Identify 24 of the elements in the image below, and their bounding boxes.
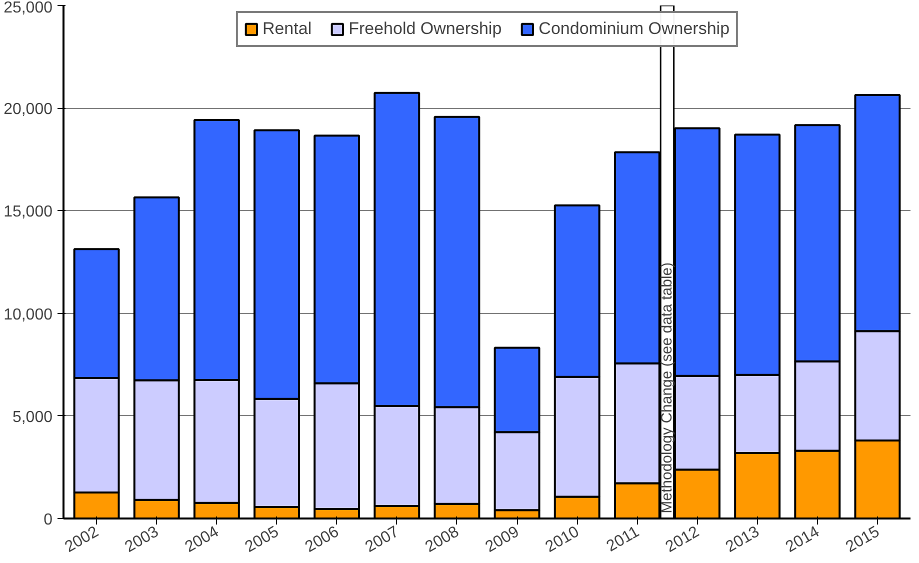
- x-tick-label: 2003: [122, 523, 162, 556]
- y-tick-label: 10,000: [4, 306, 53, 324]
- legend-label: Freehold Ownership: [348, 19, 502, 39]
- x-tick-label: 2011: [604, 523, 642, 556]
- x-tick-label: 2013: [722, 523, 762, 556]
- y-tick-label: 5,000: [12, 408, 53, 426]
- x-tick-label: 2015: [843, 523, 883, 556]
- x-tick-label: 2004: [182, 523, 222, 556]
- x-tick-label: 2005: [242, 523, 282, 556]
- legend-label: Rental: [262, 19, 312, 39]
- band-label: Methodology Change (see data table): [658, 262, 676, 514]
- legend-label: Condominium Ownership: [538, 19, 730, 39]
- x-tick-label: 2014: [783, 523, 822, 556]
- y-tick-label: 25,000: [4, 0, 53, 16]
- x-tick-label: 2002: [62, 523, 102, 556]
- x-tick-label: 2006: [302, 523, 342, 556]
- x-tick-label: 2010: [542, 523, 582, 556]
- x-tick-label: 2008: [422, 523, 462, 556]
- y-tick-label: 15,000: [4, 204, 53, 221]
- x-tick-label: 2007: [362, 523, 402, 556]
- x-tick-label: 2012: [662, 523, 702, 556]
- y-tick-label: 20,000: [4, 101, 53, 118]
- y-tick-label: 0: [44, 512, 53, 528]
- x-tick-label: 2009: [482, 523, 522, 556]
